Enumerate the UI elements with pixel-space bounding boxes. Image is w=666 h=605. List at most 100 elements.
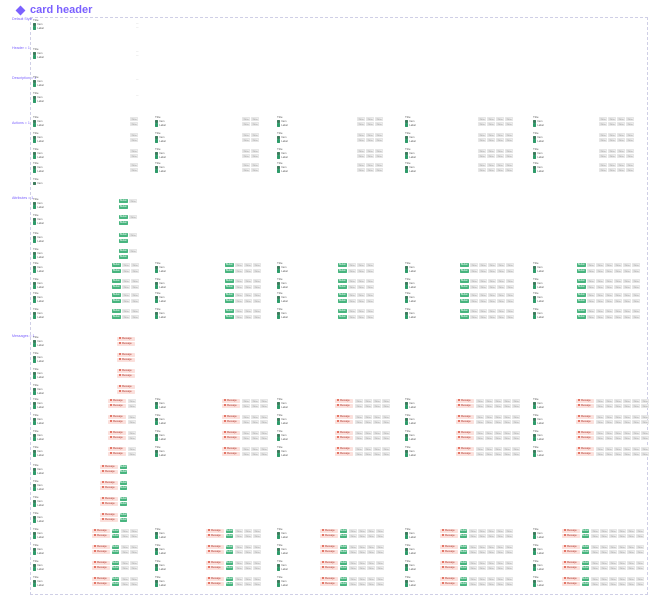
- card-item-row[interactable]: Item: [33, 449, 42, 454]
- card-item-row[interactable]: Item: [33, 201, 42, 206]
- card-item-row[interactable]: Label: [277, 421, 288, 425]
- card-item-row[interactable]: Label: [33, 285, 44, 289]
- card-item-row[interactable]: Item: [33, 579, 42, 584]
- action-button[interactable]: Button: [112, 550, 119, 555]
- card-item-row[interactable]: Label: [277, 453, 288, 457]
- action-button[interactable]: Button: [226, 550, 233, 555]
- card-item-row[interactable]: Item: [155, 531, 164, 536]
- action-button[interactable]: Button: [460, 269, 469, 274]
- action-button[interactable]: Button: [340, 550, 347, 555]
- card-item-row[interactable]: Label: [533, 139, 544, 143]
- action-button[interactable]: Button: [582, 534, 589, 539]
- card-item-row[interactable]: Item: [33, 235, 42, 240]
- card-item-row[interactable]: Label: [533, 155, 544, 159]
- card-item-row[interactable]: Item: [405, 433, 414, 438]
- card-item-row[interactable]: Label: [155, 315, 166, 319]
- action-button[interactable]: Button: [460, 545, 467, 550]
- card-item-row[interactable]: Item: [277, 119, 286, 124]
- card-item-row[interactable]: Label: [533, 437, 544, 441]
- card-item-row[interactable]: Label: [33, 405, 44, 409]
- action-button[interactable]: Button: [582, 577, 589, 582]
- card-item-row[interactable]: Label: [533, 405, 544, 409]
- card-item-row[interactable]: Item: [33, 499, 42, 504]
- action-button[interactable]: Button: [460, 299, 469, 304]
- card-item-row[interactable]: Item: [533, 547, 542, 552]
- card-item-row[interactable]: Label: [533, 269, 544, 273]
- action-button[interactable]: Button: [338, 315, 347, 320]
- card-item-row[interactable]: Item: [277, 417, 286, 422]
- card-item-row[interactable]: Item: [33, 401, 42, 406]
- action-button[interactable]: Button: [338, 285, 347, 290]
- action-button[interactable]: Button: [112, 315, 121, 320]
- card-item-row[interactable]: Label: [33, 551, 44, 555]
- card-item-row[interactable]: Item: [533, 563, 542, 568]
- card-item-row[interactable]: Label: [155, 299, 166, 303]
- card-item-row[interactable]: Item: [155, 449, 164, 454]
- card-item-row[interactable]: Item: [405, 119, 414, 124]
- card-item-row[interactable]: Item: [155, 281, 164, 286]
- action-button[interactable]: Button: [582, 561, 589, 566]
- action-button[interactable]: Button: [226, 582, 233, 587]
- card-item-row[interactable]: Item: [33, 165, 42, 170]
- card-item-row[interactable]: Label: [33, 255, 44, 259]
- card-item-row[interactable]: Label: [155, 155, 166, 159]
- card-item-row[interactable]: Item: [33, 281, 42, 286]
- action-button[interactable]: Button: [120, 497, 127, 502]
- card-item-row[interactable]: Label: [33, 503, 44, 507]
- action-button[interactable]: Button: [340, 582, 347, 587]
- action-button[interactable]: Button: [120, 486, 127, 491]
- card-item-row[interactable]: Label: [155, 421, 166, 425]
- card-item-row[interactable]: Item: [33, 531, 42, 536]
- card-item-row[interactable]: Item: [33, 135, 42, 140]
- card-item-row[interactable]: Label: [533, 315, 544, 319]
- card-item-row[interactable]: Item: [33, 339, 42, 344]
- action-button[interactable]: Button: [340, 529, 347, 534]
- card-item-row[interactable]: Item: [33, 547, 42, 552]
- card-item-row[interactable]: Item: [155, 417, 164, 422]
- action-button[interactable]: Button: [120, 465, 127, 470]
- action-button[interactable]: Button: [120, 518, 127, 523]
- action-button[interactable]: Button: [340, 577, 347, 582]
- card-item-row[interactable]: Label: [33, 155, 44, 159]
- card-item-row[interactable]: Item: [33, 79, 42, 84]
- card-item-row[interactable]: Item: [277, 135, 286, 140]
- card-item-row[interactable]: Label: [405, 123, 416, 127]
- card-item-row[interactable]: Label: [33, 359, 44, 363]
- card-item-row[interactable]: Item: [533, 265, 542, 270]
- action-button[interactable]: Button: [338, 269, 347, 274]
- card-item-row[interactable]: Label: [405, 285, 416, 289]
- card-item-row[interactable]: Item: [277, 165, 286, 170]
- card-item-row[interactable]: Label: [533, 285, 544, 289]
- action-button[interactable]: Button: [112, 577, 119, 582]
- action-button[interactable]: Button: [225, 279, 234, 284]
- card-item-row[interactable]: Label: [33, 239, 44, 243]
- card-item-row[interactable]: Item: [33, 22, 42, 27]
- action-button[interactable]: Button: [460, 577, 467, 582]
- card-item-row[interactable]: Item: [533, 449, 542, 454]
- card-item-row[interactable]: Item: [533, 165, 542, 170]
- card-item-row[interactable]: Label: [533, 453, 544, 457]
- action-button[interactable]: Button: [119, 205, 128, 210]
- card-item-row[interactable]: Label: [405, 139, 416, 143]
- card-item-row[interactable]: Item: [155, 165, 164, 170]
- action-button[interactable]: Button: [460, 285, 469, 290]
- card-item-row[interactable]: Label: [155, 269, 166, 273]
- card-item-row[interactable]: Label: [33, 299, 44, 303]
- card-item-row[interactable]: Label: [155, 551, 166, 555]
- card-item-row[interactable]: Item: [155, 135, 164, 140]
- action-button[interactable]: Button: [577, 279, 586, 284]
- action-button[interactable]: Button: [112, 561, 119, 566]
- card-item-row[interactable]: Item: [33, 181, 42, 186]
- action-button[interactable]: Button: [577, 315, 586, 320]
- action-button[interactable]: Button: [120, 502, 127, 507]
- action-button[interactable]: Button: [460, 534, 467, 539]
- card-item-row[interactable]: Item: [33, 483, 42, 488]
- card-item-row[interactable]: Label: [405, 437, 416, 441]
- action-button[interactable]: Button: [582, 529, 589, 534]
- action-button[interactable]: Button: [460, 263, 469, 268]
- action-button[interactable]: Button: [460, 566, 467, 571]
- action-button[interactable]: Button: [577, 285, 586, 290]
- card-item-row[interactable]: Item: [155, 265, 164, 270]
- card-item-row[interactable]: Label: [33, 99, 44, 103]
- card-item-row[interactable]: Label: [277, 139, 288, 143]
